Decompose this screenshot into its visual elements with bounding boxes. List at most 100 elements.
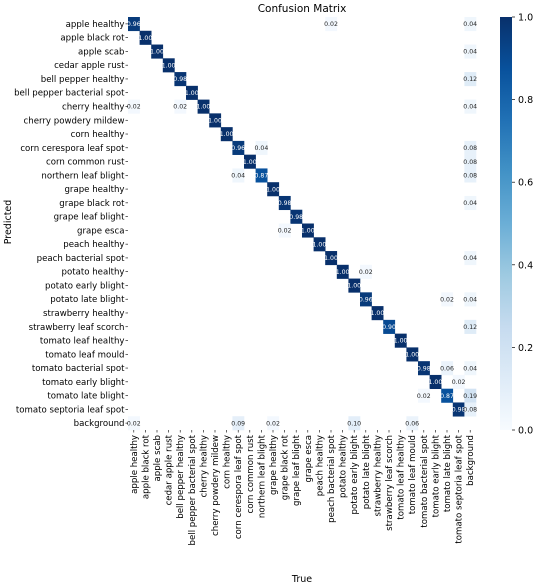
cell-value-label: 1.00 [197, 104, 211, 111]
x-tick-label: bell pepper bacterial spot [188, 434, 198, 545]
x-tick-label: tomato septoria leaf spot [455, 434, 465, 543]
x-tick-label: northern leaf blight [257, 434, 267, 518]
heatmap-cell [464, 361, 477, 376]
cell-value-label: 0.04 [463, 296, 477, 303]
cell-value-label: 0.08 [463, 145, 477, 152]
y-tick-label: tomato late blight [47, 392, 125, 402]
cell-value-label: 0.19 [463, 393, 477, 400]
heatmap-cell [360, 264, 372, 279]
heatmap-cell [348, 416, 361, 431]
heatmap-cell [128, 99, 140, 114]
heatmap-cell [383, 319, 396, 334]
cell-value-label: 0.96 [359, 296, 373, 303]
cell-value-label: 0.12 [463, 324, 477, 331]
x-tick-label: peach bacterial spot [327, 434, 337, 523]
x-tick-label: cherry powdery mildew [211, 435, 221, 536]
heatmap-cell [452, 374, 465, 389]
x-tick-label: tomato bacterial spot [420, 434, 430, 527]
heatmap-cell [464, 319, 477, 334]
heatmap-cell [220, 127, 233, 142]
heatmap-cell [336, 264, 349, 279]
y-tick-label: grape esca [77, 226, 124, 236]
cell-value-label: 0.04 [463, 49, 477, 56]
cell-value-label: 0.04 [463, 365, 477, 372]
y-tick-label: potato early blight [45, 281, 125, 291]
heatmap-cell [441, 388, 454, 403]
colorbar-tick-label: 0.0 [518, 426, 533, 437]
heatmap-cell [278, 223, 291, 238]
cell-value-label: 0.02 [278, 228, 292, 235]
x-tick-label: potato early blight [350, 434, 360, 514]
y-tick-label: cherry powdery mildew [24, 116, 125, 126]
cell-value-label: 0.02 [452, 379, 466, 386]
colorbar [500, 17, 512, 430]
heatmap-cell [209, 113, 222, 128]
y-tick-label: tomato leaf mould [45, 350, 124, 360]
y-tick-label: tomato early blight [42, 378, 125, 388]
y-axis-label: Predicted [3, 200, 14, 245]
x-tick-label: grape healthy [269, 435, 279, 495]
heatmap-cell [464, 140, 477, 155]
heatmap-cell [371, 306, 384, 321]
cell-value-label: 0.98 [417, 365, 431, 372]
heatmap-cell [278, 195, 291, 211]
heatmap-cell [464, 72, 477, 87]
heatmap-cell [464, 251, 477, 266]
x-tick-label: strawberry healthy [373, 435, 383, 516]
x-tick-label: background [466, 435, 476, 486]
cell-value-label: 1.00 [405, 351, 419, 358]
heatmap-cell [151, 44, 164, 59]
cell-value-label: 0.98 [173, 76, 187, 83]
heatmap-cell [429, 374, 442, 389]
heatmap-cell [464, 154, 477, 169]
heatmap-cell [232, 416, 245, 431]
cell-value-label: 0.04 [255, 145, 269, 152]
y-tick-label: apple black rot [60, 34, 125, 44]
cell-value-label: 1.00 [139, 35, 153, 42]
x-axis-label: True [291, 574, 312, 585]
heatmap-cell [394, 333, 407, 348]
y-tick-label: bell pepper healthy [41, 75, 125, 85]
heatmap-cell [441, 292, 454, 307]
cell-value-label: 1.00 [185, 90, 199, 97]
cell-value-label: 0.08 [463, 173, 477, 180]
heatmap-cell [360, 292, 372, 307]
x-tick-label: corn common rust [246, 434, 256, 513]
chart-title: Confusion Matrix [258, 3, 347, 15]
heatmap-cell [406, 347, 419, 362]
heatmap-cell [174, 99, 187, 114]
cell-value-label: 1.00 [336, 269, 350, 276]
cell-value-label: 1.00 [301, 228, 315, 235]
heatmap-cell [325, 251, 338, 266]
heatmap-cell [197, 99, 210, 114]
cell-value-label: 0.02 [127, 420, 141, 427]
heatmap-cell [348, 278, 361, 293]
colorbar-ticks: 0.0 0.2 0.4 0.6 0.8 1.0 [512, 13, 533, 437]
x-tick-label: corn healthy [223, 435, 233, 489]
cell-value-label: 0.08 [463, 407, 477, 414]
x-tick-label: apple scab [153, 435, 163, 482]
colorbar-tick-label: 0.6 [518, 178, 533, 189]
cell-value-label: 0.10 [347, 420, 361, 427]
heatmap-cell [267, 416, 280, 431]
cell-value-label: 1.00 [394, 338, 408, 345]
heatmap-cell [232, 140, 245, 155]
heatmap-cell [464, 168, 477, 183]
cell-value-label: 0.90 [382, 324, 396, 331]
cell-value-label: 0.02 [417, 393, 431, 400]
y-tick-label: corn common rust [46, 158, 125, 168]
heatmap-cell [441, 361, 454, 376]
heatmap-cell [290, 209, 303, 224]
cell-value-label: 1.00 [220, 131, 234, 138]
heatmap-cell [302, 223, 314, 238]
heatmap-cells [128, 17, 477, 431]
x-tick-label: peach healthy [315, 435, 325, 496]
cell-value-label: 1.00 [429, 379, 443, 386]
x-tick-label: cedar apple rust [165, 434, 175, 505]
cell-value-label: 0.09 [231, 420, 245, 427]
heatmap-cell [464, 17, 477, 32]
cell-value-label: 0.12 [463, 76, 477, 83]
heatmap-cell [174, 72, 187, 87]
y-tick-label: corn cerespora leaf spot [20, 144, 125, 154]
cell-value-label: 0.02 [440, 296, 454, 303]
